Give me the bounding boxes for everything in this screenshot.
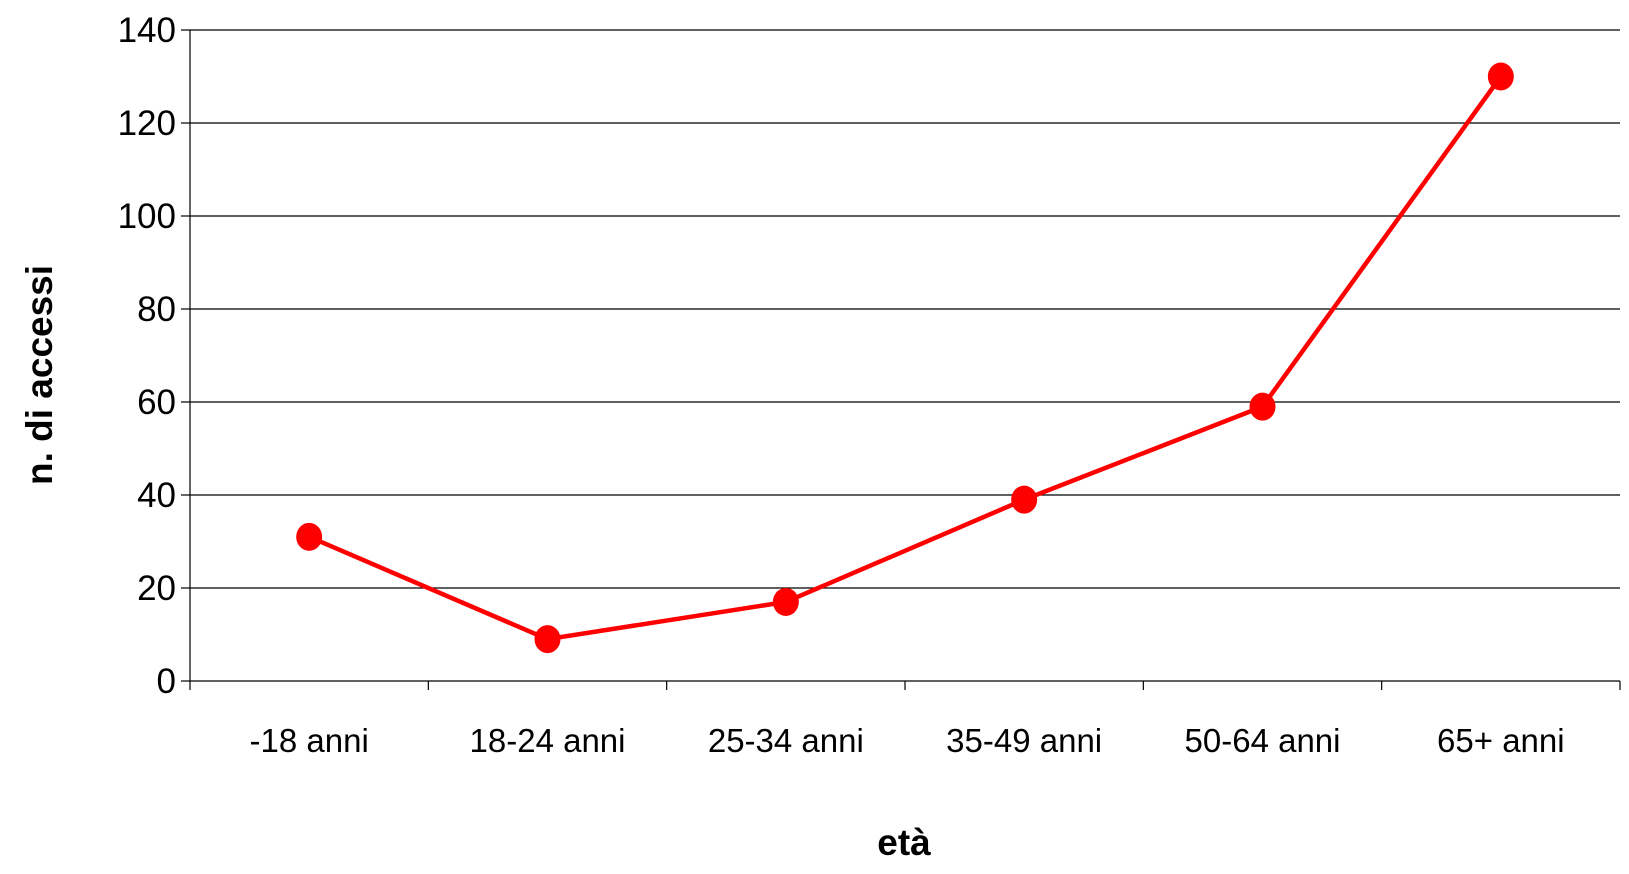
y-tick-label-20: 20 <box>137 569 176 608</box>
data-series <box>296 62 1514 654</box>
y-axis-title: n. di accessi <box>19 265 60 485</box>
y-tick-label-40: 40 <box>137 476 176 515</box>
x-tick-label-2: 25-34 anni <box>708 722 864 759</box>
x-tick-label-0: -18 anni <box>250 722 369 759</box>
data-point-3 <box>1011 485 1038 514</box>
data-point-5 <box>1487 62 1514 91</box>
y-tick-label-80: 80 <box>137 290 176 329</box>
data-point-1 <box>534 625 561 654</box>
y-tick-labels: 0 20 40 60 80 100 120 140 <box>118 11 176 701</box>
gridlines <box>190 29 1620 589</box>
data-point-0 <box>296 522 323 551</box>
y-tick-label-120: 120 <box>118 104 176 143</box>
x-tick-label-3: 35-49 anni <box>946 722 1102 759</box>
y-tick-label-60: 60 <box>137 383 176 422</box>
data-point-4 <box>1249 392 1276 421</box>
y-tick-label-0: 0 <box>157 662 176 701</box>
data-point-2 <box>772 587 799 616</box>
y-tick-label-140: 140 <box>118 11 176 50</box>
x-tick-label-1: 18-24 anni <box>470 722 626 759</box>
axes <box>181 29 1621 690</box>
x-axis-title: età <box>877 822 931 863</box>
x-tick-labels: -18 anni 18-24 anni 25-34 anni 35-49 anni 50… <box>250 722 1565 759</box>
y-tick-label-100: 100 <box>118 197 176 236</box>
x-tick-label-5: 65+ anni <box>1437 722 1565 759</box>
series-line-0 <box>308 75 1503 642</box>
x-tick-label-4: 50-64 anni <box>1185 722 1341 759</box>
